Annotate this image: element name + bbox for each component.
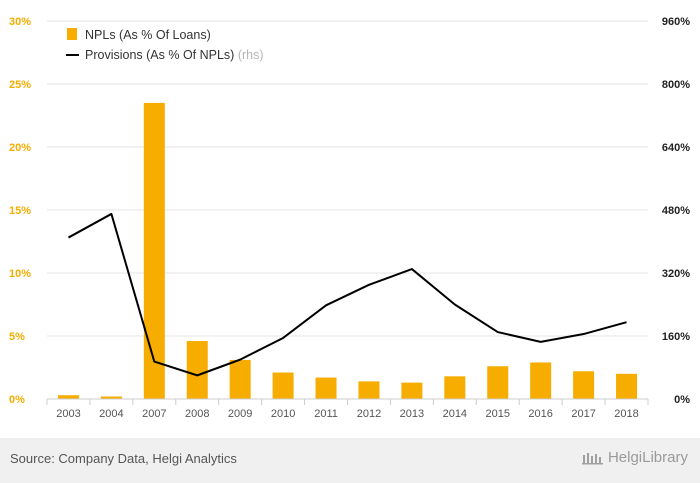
axes: 0% 0% 5% 160% 10% 320% 15% 480% 20% 640% 25% 800% 30…: [9, 16, 690, 420]
provisions-line: [67, 212, 627, 377]
legend-label-provisions-name: Provisions (As % Of NPLs): [85, 48, 234, 62]
x-tick-label: 2012: [357, 408, 381, 420]
library-icon: [581, 452, 603, 464]
legend-swatch-npl: [67, 28, 77, 40]
x-tick-label: 2011: [314, 408, 338, 420]
npl-bar: [315, 377, 337, 399]
x-tick-label: 2010: [271, 408, 295, 420]
legend-label-provisions: Provisions (As % Of NPLs) (rhs): [85, 48, 264, 62]
provisions-line-group: [67, 212, 627, 377]
y-left-tick-label: 10%: [9, 268, 31, 280]
x-tick-label: 2015: [486, 408, 510, 420]
x-tick-label: 2008: [185, 408, 209, 420]
npl-bar: [358, 381, 380, 399]
y-left-tick-label: 20%: [9, 142, 31, 154]
y-left-tick-label: 30%: [9, 16, 31, 28]
x-tick-label: 2007: [142, 408, 166, 420]
x-tick-label: 2013: [400, 408, 424, 420]
y-left-tick-label: 15%: [9, 205, 31, 217]
x-tick-label: 2009: [228, 408, 252, 420]
y-left-tick-label: 0%: [9, 394, 25, 406]
legend-label-npl: NPLs (As % Of Loans): [85, 28, 211, 42]
npl-bar: [100, 396, 122, 399]
npl-chart: 0% 0% 5% 160% 10% 320% 15% 480% 20% 640% 25% 800% 30…: [9, 16, 690, 420]
npl-bar: [186, 341, 208, 399]
x-tick-label: 2018: [614, 408, 638, 420]
npl-bars: [57, 102, 638, 400]
y-left-tick-label: 25%: [9, 79, 31, 91]
brand-logo: HelgiLibrary: [581, 449, 688, 466]
npl-bar: [143, 102, 165, 400]
x-tick-label: 2017: [571, 408, 595, 420]
npl-bar: [573, 371, 595, 399]
npl-bar: [229, 359, 251, 399]
y-right-tick-label: 0%: [674, 394, 690, 406]
x-tick-label: 2003: [56, 408, 80, 420]
npl-bar: [401, 382, 423, 399]
npl-bar: [530, 362, 552, 399]
y-left-tick-label: 5%: [9, 331, 25, 343]
npl-bar: [616, 373, 638, 399]
y-right-tick-label: 480%: [662, 205, 690, 217]
y-right-tick-label: 320%: [662, 268, 690, 280]
y-right-tick-label: 640%: [662, 142, 690, 154]
x-tick-label: 2004: [99, 408, 123, 420]
y-right-tick-label: 960%: [662, 16, 690, 28]
legend-label-rhs: (rhs): [238, 48, 264, 62]
npl-bar: [57, 395, 79, 399]
y-right-tick-label: 800%: [662, 79, 690, 91]
npl-bar: [272, 372, 294, 399]
grid-lines: [47, 20, 648, 337]
legend: NPLs (As % Of Loans) Provisions (As % Of…: [66, 28, 264, 62]
brand-name: HelgiLibrary: [607, 449, 688, 466]
npl-bar: [487, 366, 509, 399]
x-tick-label: 2016: [528, 408, 552, 420]
npl-bar: [444, 376, 466, 399]
y-right-tick-label: 160%: [662, 331, 690, 343]
x-tick-label: 2014: [443, 408, 467, 420]
source-text: Source: Company Data, Helgi Analytics: [10, 451, 237, 466]
